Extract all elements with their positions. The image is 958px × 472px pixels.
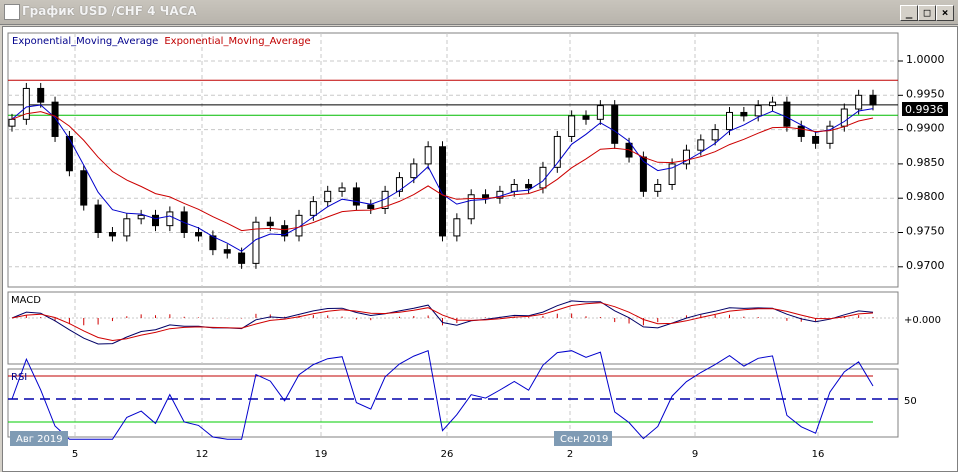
ema-slow-line [11,111,874,232]
candle-body [8,118,16,127]
candle-body [769,101,777,107]
candle-body [668,163,676,185]
candle-body [855,94,863,110]
candle-body [137,214,145,220]
price-tick-label: 1.0000 [906,53,945,66]
candle-body [281,225,289,237]
candle-body [439,146,446,237]
candle-body [840,108,848,127]
candle-body [553,135,561,168]
candle-body [195,232,203,237]
candle-body [596,105,604,120]
title-bar[interactable]: График USD /CHF 4 ЧАСА _ □ × [0,0,958,25]
candle-body [252,221,260,264]
candle-body [424,146,432,165]
candle-body [367,204,375,209]
ema-fast-line [11,104,874,252]
macd-signal-line [11,302,874,342]
month-badge-sep [554,431,612,446]
month-label-aug: Авг 2019 [16,434,63,445]
candle-body [166,211,174,227]
time-tick-label: 2 [567,449,573,460]
macd-zero-label: +0.000 [904,315,941,326]
candle-body [682,149,690,165]
rsi-line [11,350,874,440]
candle-body [352,187,360,206]
candle-body [108,232,116,237]
current-price-badge [902,102,948,116]
candle-body [869,94,877,106]
candle-body [266,221,274,227]
candle-body [568,115,576,137]
candle-body [65,135,73,172]
time-tick-label: 12 [196,449,209,460]
candle-body [525,183,533,189]
candle-body [726,111,733,131]
candle-body [94,204,102,233]
time-tick-label: 9 [692,449,698,460]
candle-body [51,101,59,137]
candle-body [37,87,45,103]
candle-body [812,135,820,144]
candle-body [80,170,88,206]
time-tick-label: 5 [72,449,78,460]
time-tick-label: 19 [315,449,328,460]
candle-body [238,252,246,264]
candle-body [797,125,805,137]
candle-body [783,101,791,127]
candle-body [410,163,418,179]
candle-body [295,214,303,237]
candle-body [324,190,332,203]
rsi-label: RSI [11,372,27,383]
window-title: График USD /CHF 4 ЧАСА [22,4,197,18]
candle-body [754,105,762,117]
candle-body [740,111,748,117]
candle-body [123,218,131,237]
close-button[interactable]: × [936,5,954,21]
macd-label: MACD [11,295,41,306]
candle-body [22,87,30,120]
candle-body [309,201,317,216]
candle-body [467,194,475,220]
candle-body [482,194,490,199]
candle-body [209,235,217,251]
price-tick-label: 0.9950 [906,87,945,100]
price-tick-label: 0.9750 [906,225,945,238]
rsi-panel [7,368,899,438]
price-tick-label: 0.9800 [906,190,945,203]
candle-body [510,183,518,192]
chart-app-icon [4,4,20,20]
candle-body [826,125,834,144]
candle-body [654,183,662,192]
month-badge-aug [10,431,68,446]
candle-body [152,214,159,227]
price-tick-label: 0.9700 [906,259,945,272]
month-label-sep: Сен 2019 [560,434,608,445]
candle-body [223,249,231,254]
legend-ema-slow: Exponential_Moving_Average [164,36,310,47]
candle-body [697,139,705,151]
macd-panel [7,291,899,365]
candle-body [711,129,719,141]
minimize-button[interactable]: _ [900,5,918,21]
legend-ema-fast: Exponential_Moving_Average [12,36,158,47]
price-tick-label: 0.9850 [906,156,945,169]
candle-body [395,177,403,192]
macd-line [11,300,874,345]
main-panel [7,32,899,288]
rsi-level-label: 50 [904,396,917,407]
candle-body [582,115,590,120]
candle-body [338,187,346,192]
candle-body [611,105,619,144]
maximize-button[interactable]: □ [918,5,936,21]
candle-body [453,218,461,237]
time-tick-label: 26 [441,449,454,460]
price-tick-label: 0.9900 [906,122,945,135]
current-price-label: 0.9936 [905,103,944,116]
time-tick-label: 16 [812,449,825,460]
